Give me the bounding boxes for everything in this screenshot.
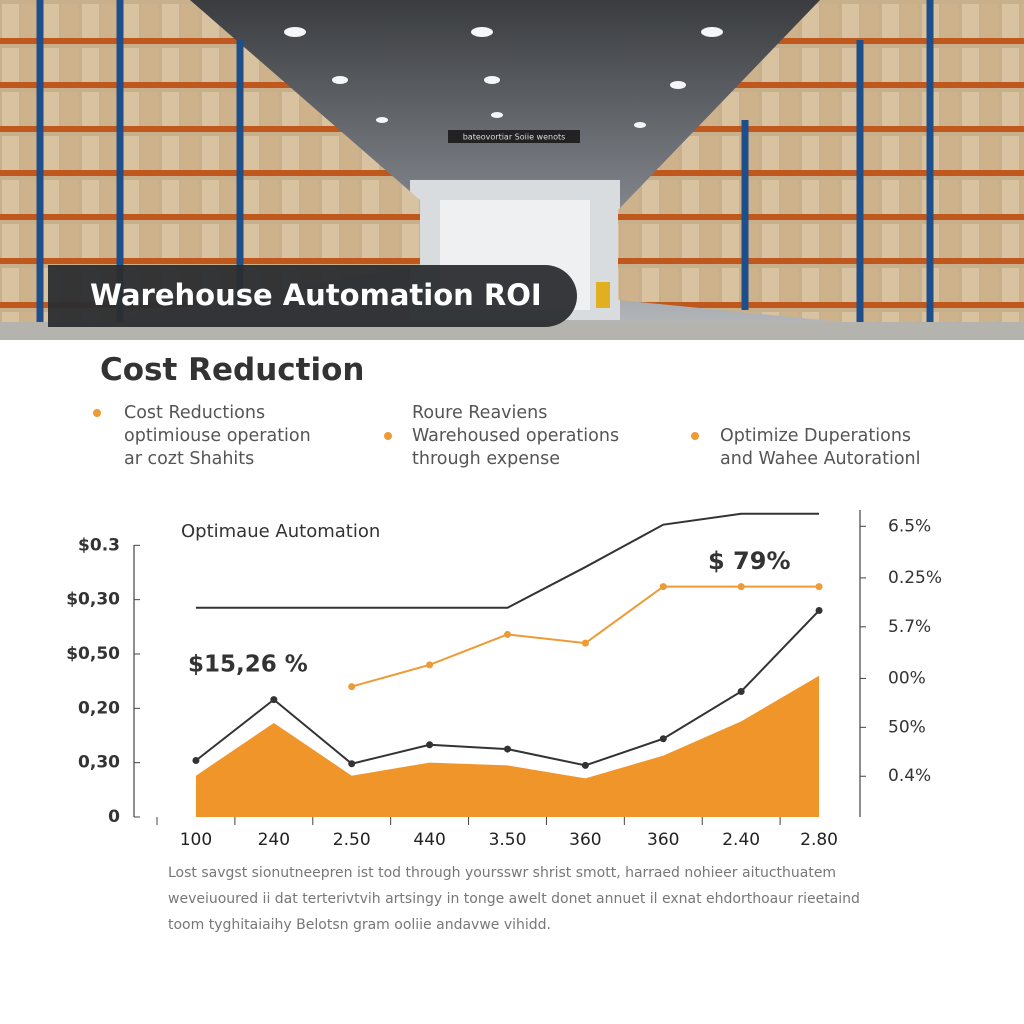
x-tick-label: 2.40 [722, 830, 760, 850]
y2-tick-label: 0.25% [888, 568, 942, 588]
bullet-dot [384, 432, 392, 440]
point [192, 756, 200, 764]
point [815, 607, 823, 615]
point [504, 745, 511, 753]
point [581, 639, 589, 647]
point [815, 583, 823, 591]
header-photo: bateovortiar Soiie wenots Warehouse Auto… [0, 0, 1024, 340]
annotation: $15,26 % [188, 652, 308, 678]
y-tick-label: $0.3 [78, 535, 120, 555]
y2-tick-label: 5.7% [888, 617, 931, 637]
x-tick-label: 2.80 [800, 830, 838, 850]
chart: Optimaue Automation $15,26 % $ 79% 0 0,30… [66, 510, 942, 850]
footer-line: Lost savgst sionutneepren ist tod throug… [168, 865, 837, 881]
point [504, 630, 511, 638]
line [195, 512, 820, 609]
x-tick-label: 3.50 [489, 830, 527, 850]
y2-tick-label: 0.4% [888, 766, 931, 786]
y-tick-label: 0 [108, 807, 120, 827]
x-tick-label: 2.50 [333, 830, 371, 850]
bullet-line: Cost Reductions [124, 403, 266, 423]
x-tick-label: 360 [569, 830, 601, 850]
point [659, 583, 667, 591]
point [659, 735, 667, 743]
bullet-line: ar cozt Shahits [124, 449, 255, 469]
y-tick-label: 0,20 [78, 698, 120, 718]
x-tick-label: 440 [413, 830, 445, 850]
footer-line: toom tyghitaiaihy Belotsn gram ooliie an… [168, 917, 551, 933]
x-tick-label: 360 [647, 830, 679, 850]
chart-title: Optimaue Automation [181, 521, 380, 542]
bullet-dot [93, 409, 101, 417]
x-tick-label: 240 [258, 830, 290, 850]
y2-tick-label: 6.5% [888, 516, 931, 536]
point [426, 741, 434, 749]
point [581, 761, 589, 769]
point [426, 661, 434, 669]
y2-tick-label: 50% [888, 717, 926, 737]
point [737, 687, 745, 695]
y-tick-label: $0,30 [66, 590, 120, 610]
line [351, 585, 820, 688]
area [195, 675, 820, 817]
bullet-dot [691, 432, 699, 440]
bullet-line: through expense [412, 449, 560, 469]
footer: Lost savgst sionutneepren ist tod throug… [168, 860, 860, 938]
section-heading: Cost Reduction [100, 352, 365, 388]
bullet-line: and Wahee Autorationl [720, 449, 921, 469]
bullet: Roure Reaviens Warehoused operations throu… [412, 402, 619, 471]
point [737, 583, 745, 591]
y-tick-label: $0,50 [66, 644, 120, 664]
point [270, 696, 278, 704]
x-tick-label: 100 [180, 830, 212, 850]
bullet-line: Warehoused operations [412, 426, 620, 446]
bullet-line: Roure Reaviens [412, 403, 548, 423]
y2-tick-label: 00% [888, 668, 926, 688]
bullet-line: Optimize Duperations [720, 426, 912, 446]
annotation: $ 79% [708, 547, 791, 575]
page-title: Warehouse Automation ROI [90, 278, 542, 312]
bullet-line: optimiouse operation [124, 426, 311, 446]
point [348, 760, 356, 768]
sign: bateovortiar Soiie wenots [463, 133, 566, 142]
footer-line: weveiuoured ii dat terterivtvih artsingy… [168, 891, 860, 907]
point [348, 683, 356, 691]
y-tick-label: 0,30 [78, 753, 120, 773]
bullet: Cost Reductions optimiouse operation ar co… [124, 402, 311, 471]
bullet: Optimize Duperations and Wahee Autoration… [720, 425, 921, 471]
